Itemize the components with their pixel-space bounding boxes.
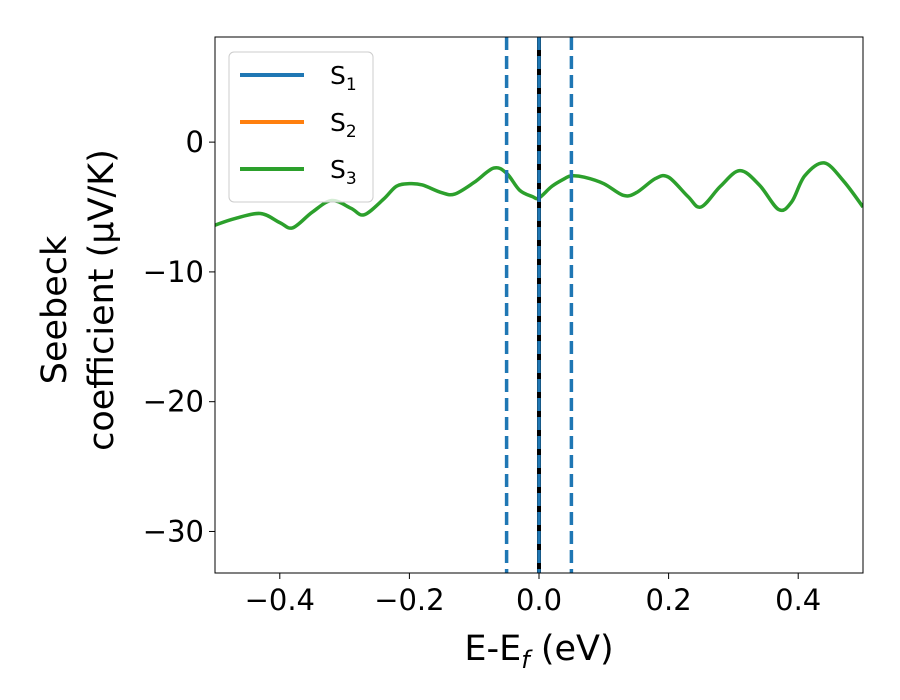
y-axis: 0 −10 −20 −30 <box>143 125 215 548</box>
x-tick-label: 0.0 <box>516 583 562 617</box>
x-tick-label: −0.4 <box>245 583 315 617</box>
y-axis-label-line2: coefficient (μV/K) <box>82 149 122 451</box>
legend-label-1: S1 <box>330 61 357 95</box>
vline-layer <box>504 37 574 573</box>
x-tick-label: 0.2 <box>646 583 692 617</box>
x-axis: −0.4 −0.2 0.0 0.2 0.4 <box>245 573 821 617</box>
y-tick-label: −20 <box>143 385 204 419</box>
x-tick-label: −0.2 <box>374 583 444 617</box>
y-tick-label: 0 <box>186 125 204 159</box>
x-tick-label: 0.4 <box>775 583 821 617</box>
y-tick-label: −30 <box>143 514 204 548</box>
y-tick-label: −10 <box>143 255 204 289</box>
legend-label-2: S2 <box>330 108 357 142</box>
y-axis-label-line1: Seebeck <box>35 235 75 384</box>
x-axis-label: E-Ef (eV) <box>464 629 613 674</box>
legend-label-3: S3 <box>330 155 357 189</box>
legend-box <box>228 51 374 203</box>
legend: S1 S2 S3 <box>228 51 374 203</box>
y-axis-label: Seebeck coefficient (μV/K) <box>35 149 122 451</box>
